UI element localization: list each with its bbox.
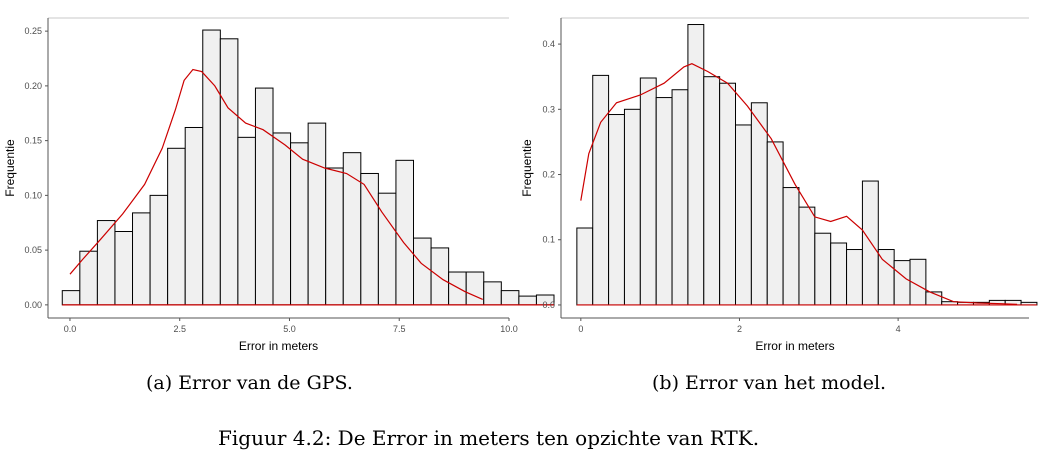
histogram-bar — [671, 89, 689, 306]
y-tick-label: 0.1 — [542, 235, 555, 245]
y-tick-label: 0.4 — [542, 39, 555, 49]
x-tick-label: 10.0 — [500, 324, 518, 334]
histogram-bar — [254, 87, 274, 306]
y-axis-title: Frequentie — [3, 139, 17, 197]
subcaption-model: (b) Error van het model. — [652, 372, 887, 394]
x-tick-label: 0 — [578, 324, 583, 334]
histogram-bar — [893, 260, 911, 306]
x-axis-title: Error in meters — [239, 339, 318, 353]
density-curve — [580, 63, 1018, 305]
histogram-bar — [750, 102, 768, 306]
histogram-bar — [703, 76, 721, 306]
histogram-bar — [782, 187, 800, 306]
y-tick-label: 0.2 — [542, 170, 555, 180]
histogram-panel-gps: 0.00 0.05 0.10 0.15 0.20 0.25 0.0 2.5 5.0 7.5 10.0… — [3, 17, 555, 353]
y-axis-title: Frequentie — [520, 139, 534, 197]
histogram-bar — [342, 152, 362, 306]
density-curve — [69, 68, 483, 300]
histogram-bar — [576, 227, 594, 306]
histogram-bar — [861, 180, 879, 306]
histogram-bar — [719, 82, 737, 306]
x-tick-label: 2.5 — [173, 324, 186, 334]
x-axis-title: Error in meters — [755, 339, 834, 353]
histogram-bar — [237, 136, 256, 306]
x-tick-label: 2 — [737, 324, 742, 334]
histogram-bar — [483, 281, 502, 306]
histogram-bar — [608, 114, 625, 306]
y-tick-label: 0.20 — [24, 81, 42, 91]
y-tick-label: 0.00 — [24, 300, 42, 310]
histogram-bar — [114, 231, 134, 306]
histogram-bar — [290, 142, 309, 306]
histogram-bar — [500, 290, 520, 306]
histogram-bar — [623, 108, 641, 306]
histogram-bar — [307, 122, 327, 306]
histogram-bar — [325, 167, 344, 306]
histogram-bar — [655, 97, 673, 306]
histogram-bar — [167, 147, 186, 306]
histogram-bar — [61, 290, 81, 306]
x-tick-label: 7.5 — [393, 324, 406, 334]
histogram-bar — [846, 249, 863, 306]
figure-caption: Figuur 4.2: De Error in meters ten opzic… — [218, 426, 760, 450]
histogram-bar — [518, 295, 537, 306]
x-tick-label: 4 — [896, 324, 901, 334]
histogram-bar — [448, 271, 467, 306]
histogram-bar — [735, 124, 752, 306]
histogram-bar — [202, 29, 221, 306]
y-tick-label: 0.05 — [24, 245, 42, 255]
histogram-bar — [395, 159, 415, 306]
histogram-bar — [272, 132, 292, 306]
y-tick-label: 0.3 — [542, 104, 555, 114]
x-tick-label: 5.0 — [283, 324, 296, 334]
y-tick-label: 0.25 — [24, 26, 42, 36]
histogram-bar — [766, 141, 784, 306]
histogram-bar — [592, 74, 610, 306]
histogram-bar — [814, 232, 832, 306]
y-tick-label: 0.0 — [542, 300, 555, 310]
histogram-bar — [465, 271, 485, 306]
histogram-bar — [132, 212, 151, 306]
histogram-bar — [798, 206, 816, 306]
histogram-bar — [149, 194, 169, 306]
y-tick-label: 0.15 — [24, 136, 42, 146]
histogram-bar — [413, 237, 432, 306]
histogram-bar — [830, 242, 848, 306]
histogram-bar — [687, 24, 705, 306]
x-tick-label: 0.0 — [64, 324, 77, 334]
histogram-panel-model: 0.0 0.1 0.2 0.3 0.4 0 2 4 Error in meters Frequen… — [520, 17, 1038, 353]
histogram-bar — [184, 126, 204, 306]
histogram-bar — [430, 247, 450, 306]
y-tick-label: 0.10 — [24, 190, 42, 200]
histogram-bar — [639, 77, 657, 306]
histogram-bar — [219, 38, 239, 306]
subcaption-gps: (a) Error van de GPS. — [146, 372, 353, 394]
